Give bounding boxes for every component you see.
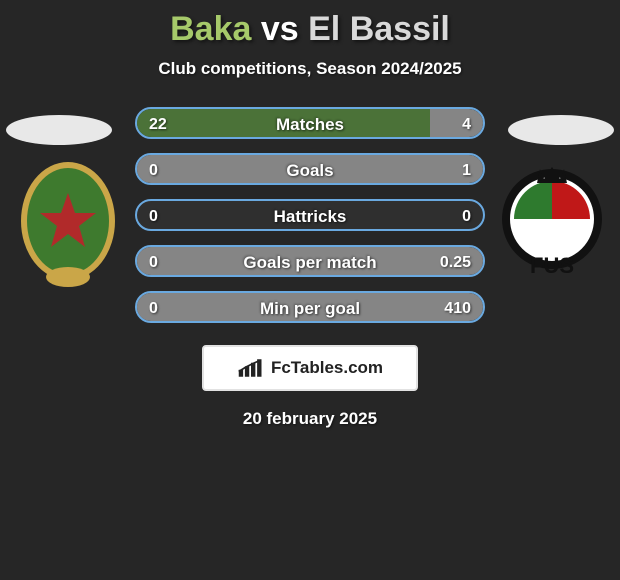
page-title: Baka vs El Bassil (170, 10, 450, 49)
player1-name: Baka (170, 10, 251, 48)
brand-badge[interactable]: FcTables.com (202, 345, 418, 391)
date-text: 20 february 2025 (0, 409, 620, 429)
vs-separator: vs (251, 10, 308, 48)
stat-row: 0 Min per goal 410 (135, 291, 485, 323)
player2-name: El Bassil (308, 10, 450, 48)
stat-row: 0 Goals 1 (135, 153, 485, 185)
badge-icon: FUS (502, 161, 602, 291)
player2-crest: FUS (502, 161, 602, 291)
stat-value-p2: 1 (462, 155, 471, 185)
stat-value-p2: 0 (462, 201, 471, 231)
stat-label: Goals (137, 155, 483, 185)
svg-text:FUS: FUS (530, 253, 574, 278)
stat-row: 0 Hattricks 0 (135, 199, 485, 231)
stat-row: 22 Matches 4 (135, 107, 485, 139)
brand-text: FcTables.com (271, 358, 383, 378)
stat-label: Min per goal (137, 293, 483, 323)
player1-silhouette (6, 115, 112, 145)
comparison-card: Baka vs El Bassil Club competitions, Sea… (0, 0, 620, 580)
player2-silhouette (508, 115, 614, 145)
stat-value-p2: 4 (462, 109, 471, 139)
subtitle: Club competitions, Season 2024/2025 (158, 59, 461, 79)
stat-label: Goals per match (137, 247, 483, 277)
stat-label: Hattricks (137, 201, 483, 231)
chart-icon (237, 357, 265, 379)
stat-value-p2: 410 (444, 293, 471, 323)
player1-crest (18, 161, 118, 291)
stat-label: Matches (137, 109, 483, 139)
shield-icon (18, 161, 118, 291)
stats-area: FUS 22 Matches 4 0 Goals 1 0 (0, 107, 620, 429)
stat-row: 0 Goals per match 0.25 (135, 245, 485, 277)
stat-value-p2: 0.25 (440, 247, 471, 277)
stat-bars: 22 Matches 4 0 Goals 1 0 Hattricks 0 (135, 107, 485, 323)
